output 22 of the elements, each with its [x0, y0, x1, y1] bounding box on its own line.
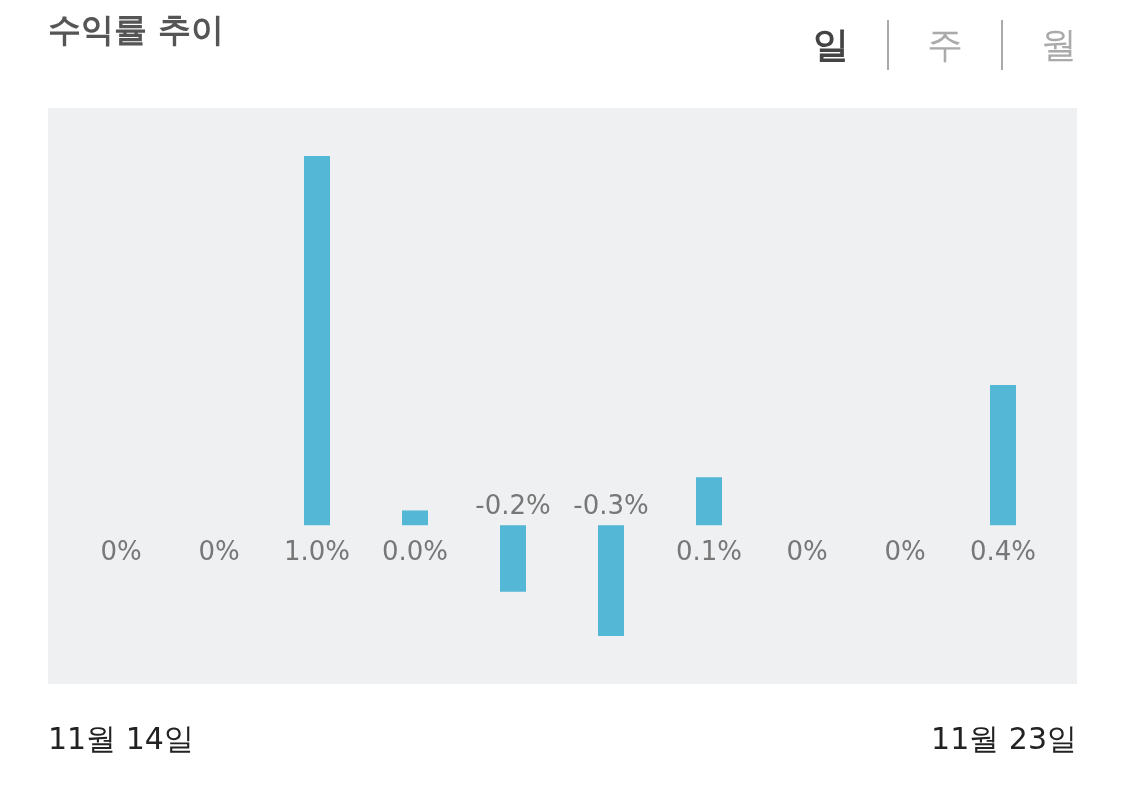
data-label: 0%	[884, 536, 926, 567]
text: 일	[813, 22, 849, 67]
bar	[990, 384, 1016, 526]
text: 월	[1041, 22, 1077, 67]
data-label: 0.4%	[969, 536, 1037, 567]
chart-title: 수익률 추이	[48, 9, 225, 51]
bar	[598, 525, 624, 636]
text: 주	[927, 22, 963, 67]
data-label: -0.2%	[475, 490, 551, 521]
data-label: 0%	[786, 536, 828, 567]
x-tick-label: 11월 14일	[48, 721, 194, 756]
bar	[304, 156, 330, 526]
data-label: 1.0%	[283, 536, 351, 567]
data-label: 0%	[100, 536, 142, 567]
data-label: -0.3%	[573, 490, 649, 521]
data-label: 0%	[198, 536, 240, 567]
bar	[500, 525, 526, 592]
x-tick-label: 11월 23일	[931, 721, 1077, 756]
bar	[696, 477, 722, 526]
data-label: 0.0%	[381, 536, 449, 567]
data-label: 0.1%	[675, 536, 743, 567]
bar	[402, 510, 428, 526]
